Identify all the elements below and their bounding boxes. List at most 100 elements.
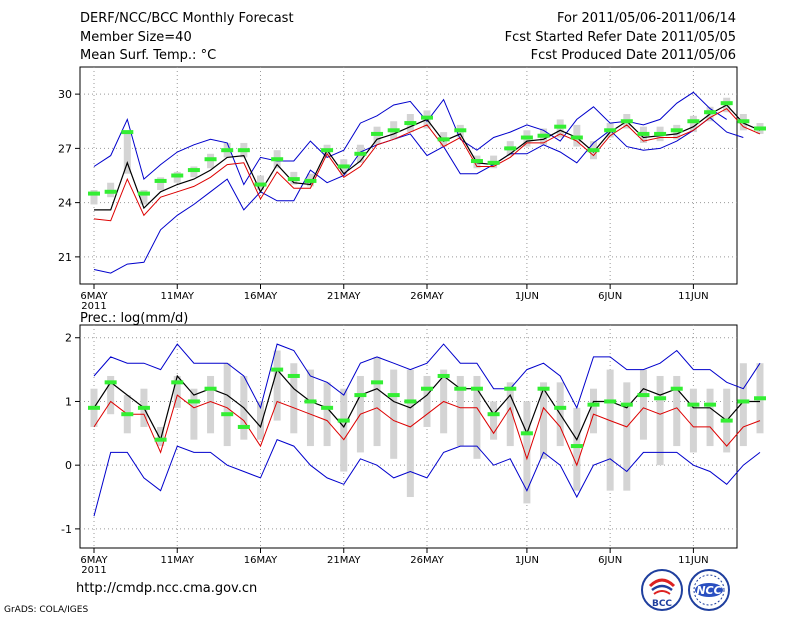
temp-ensemble-marker: [88, 191, 100, 196]
prec-xtick-label: 11MAY: [160, 555, 194, 566]
temp-ensemble-marker: [520, 135, 533, 140]
temp-spread-box: [689, 115, 697, 133]
prec-ensemble-marker: [437, 373, 450, 378]
temp-ensemble-marker: [654, 131, 667, 136]
source-url[interactable]: http://cmdp.ncc.cma.gov.cn: [76, 581, 258, 596]
prec-max-line: [93, 343, 761, 410]
prec-ensemble-marker: [570, 444, 583, 449]
temp-ensemble-marker: [421, 115, 433, 120]
prec-spread-box: [340, 388, 348, 472]
prec-ensemble-marker: [271, 367, 284, 372]
temperature-panel: 21 24 27 30 6MAY 11MAY 16MAY 21MAY 26MAY 1JUN 6JUN…: [58, 66, 766, 312]
prec-spread-box: [190, 388, 198, 440]
prec-spread-box: [207, 375, 215, 434]
prec-spread-box: [639, 369, 647, 440]
prec-plot-frame: [79, 324, 738, 549]
temp-ytick-label: 24: [58, 197, 72, 210]
temp-ensemble-marker: [737, 119, 750, 124]
prec-spread-box: [107, 375, 115, 415]
temp-ensemble-marker: [121, 130, 134, 135]
prec-ensemble-marker: [337, 418, 350, 423]
temp-ensemble-marker: [371, 131, 384, 136]
prec-spread-box: [323, 382, 331, 447]
prec-spread-box: [689, 388, 697, 453]
prec-spread-box: [656, 375, 664, 466]
temp-ensemble-marker: [337, 164, 350, 169]
prec-spread-box: [673, 375, 681, 447]
prec-ensemble-marker: [537, 386, 550, 391]
prec-spread-box: [373, 356, 381, 447]
fcst-produced-date: Fcst Produced Date 2011/05/06: [530, 48, 736, 63]
temp-spread-box: [90, 189, 98, 205]
prec-spread-box: [423, 375, 431, 427]
prec-ensemble-marker: [554, 405, 567, 410]
prec-ensemble-marker: [88, 405, 100, 410]
prec-ensemble-marker: [404, 399, 417, 404]
temp-ensemble-marker: [354, 151, 367, 156]
prec-ensemble-marker: [687, 402, 700, 407]
prec-spread-box: [523, 401, 531, 504]
prec-spread-box: [273, 350, 281, 421]
temp-ensemble-marker: [604, 128, 617, 133]
temp-ensemble-marker: [187, 168, 200, 173]
prec-ensemble-marker: [121, 412, 134, 417]
prec-spread-box: [290, 363, 298, 434]
temp-xtick-label: 11JUN: [678, 291, 708, 302]
prec-ensemble-marker: [187, 399, 200, 404]
prec-spread-box: [257, 401, 264, 440]
bcc-logo-text: BCC: [652, 599, 672, 609]
temp-ensemble-marker: [304, 178, 317, 183]
prec-spread-box: [573, 407, 581, 491]
temp-ensemble-marker: [254, 182, 267, 187]
prec-spread-box: [739, 363, 747, 447]
prec-xtick-label: 26MAY: [410, 555, 444, 566]
temp-xtick-label: 26MAY: [410, 291, 444, 302]
prec-spread-box: [473, 375, 481, 459]
temp-ensemble-marker: [720, 101, 733, 106]
temp-min-line: [93, 116, 744, 274]
prec-spread-box: [590, 388, 597, 434]
prec-ensemble-marker: [670, 386, 683, 391]
prec-ensemble-marker: [504, 386, 517, 391]
prec-spread-box: [506, 382, 514, 447]
temp-xtick-label: 1JUN: [515, 291, 539, 302]
temp-ytick-label: 30: [58, 88, 72, 101]
prec-year-label: 2011: [81, 565, 106, 576]
prec-spread-box: [540, 382, 548, 459]
temp-ensemble-marker: [754, 126, 766, 131]
temp-xtick-label: 16MAY: [244, 291, 278, 302]
temp-ensemble-marker: [387, 128, 400, 133]
prec-ensemble-marker: [487, 412, 500, 417]
prec-ensemble-marker: [654, 396, 667, 401]
prec-min-line: [93, 439, 761, 517]
temp-ensemble-marker: [454, 128, 467, 133]
temp-ensemble-marker: [437, 137, 450, 142]
prec-ensemble-marker: [354, 393, 367, 398]
prec-ensemble-marker: [421, 386, 433, 391]
prec-ensemble-marker: [720, 418, 733, 423]
grads-credit: GrADS: COLA/IGES: [4, 605, 89, 615]
temp-xtick-label: 11MAY: [160, 291, 194, 302]
prec-spread-box: [490, 401, 498, 440]
temp-year-label: 2011: [81, 301, 106, 312]
prec-ensemble-marker: [754, 396, 766, 401]
prec-xtick-label: 6MAY: [80, 555, 108, 566]
temp-ensemble-marker: [237, 148, 250, 153]
prec-spread-box: [390, 369, 398, 459]
prec-ensemble-marker: [204, 386, 217, 391]
prec-ensemble-marker: [287, 373, 300, 378]
temp-xtick-label: 6MAY: [80, 291, 108, 302]
temp-ensemble-marker: [137, 191, 150, 196]
prec-ensemble-marker: [221, 412, 234, 417]
temp-spread-box: [157, 177, 165, 190]
temp-ensemble-marker: [487, 160, 500, 165]
prec-spread-box: [223, 363, 231, 447]
temp-ensemble-marker: [204, 157, 217, 162]
temp-spread-box: [140, 189, 148, 205]
prec-ensemble-marker: [371, 380, 384, 385]
prec-spread-box: [623, 382, 631, 491]
prec-ensemble-marker: [171, 380, 184, 385]
prec-spread-box: [456, 375, 464, 447]
prec-ensemble-marker: [587, 402, 600, 407]
